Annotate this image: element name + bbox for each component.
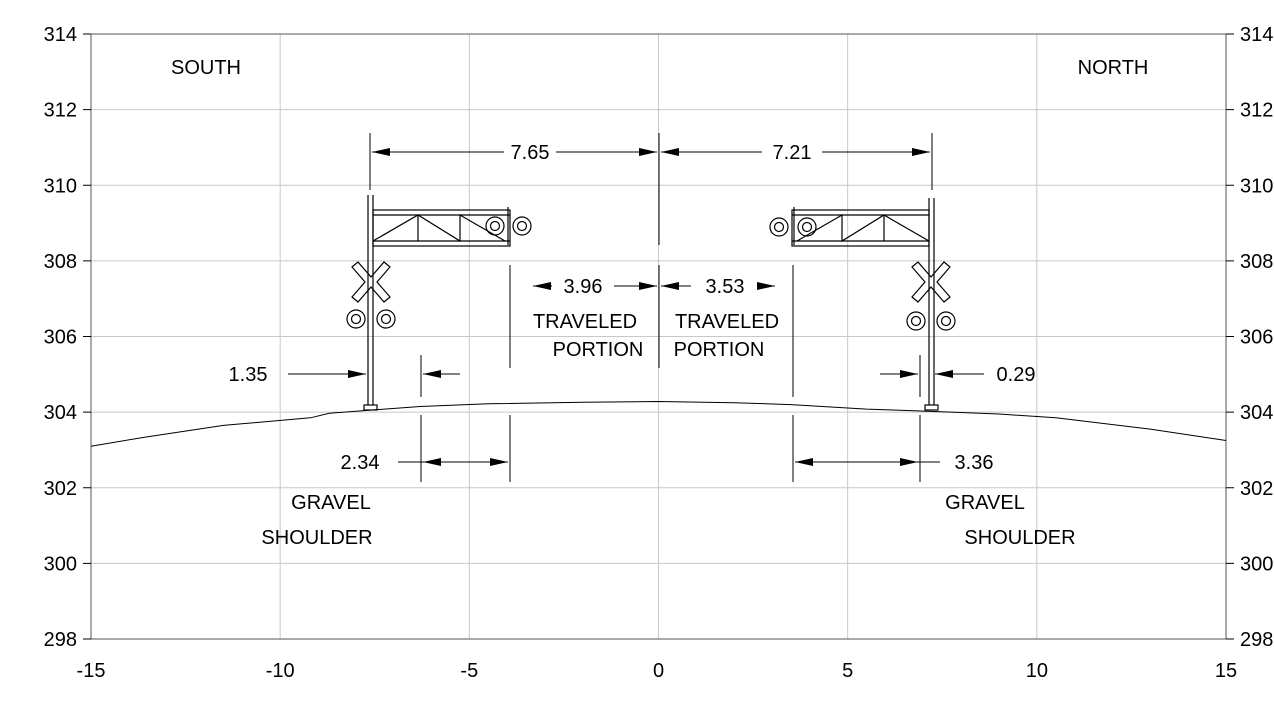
label-traveled-right-1: TRAVELED (675, 311, 779, 333)
y-tick-label-left: 300 (44, 553, 77, 575)
x-tick-label: -15 (77, 660, 106, 682)
gate-light-north-1-lens (773, 221, 785, 233)
dim-center-to-mast-right: 7.21 (661, 133, 933, 190)
crossbuck-north (911, 261, 951, 303)
y-tick-label-right: 310 (1240, 175, 1273, 197)
y-tick-label-right: 308 (1240, 251, 1273, 273)
dim-label-0-29: 0.29 (997, 364, 1036, 386)
dim-label-2-34: 2.34 (341, 452, 380, 474)
y-tick-label-right: 304 (1240, 402, 1273, 424)
y-tick-label-right: 314 (1240, 24, 1273, 46)
dim-mast-left-to-center: 7.65 (369, 133, 660, 245)
x-tick-label: 10 (1026, 660, 1048, 682)
dim-label-3-36: 3.36 (955, 452, 994, 474)
y-tick-label-right: 298 (1240, 629, 1273, 651)
gate-light-north-2 (797, 217, 817, 237)
gate-arm-south (372, 209, 511, 247)
mast-base-south (363, 404, 378, 411)
label-traveled-right-2: PORTION (674, 339, 765, 361)
y-tick-label-left: 306 (44, 327, 77, 349)
label-south: SOUTH (171, 57, 241, 79)
label-gravel-right-1: GRAVEL (945, 492, 1025, 514)
flasher-south-1 (346, 309, 366, 329)
x-tick-label: -5 (460, 660, 478, 682)
gate-light-south-1-lens (489, 220, 501, 232)
mast-base-north (924, 404, 939, 411)
label-gravel-right-2: SHOULDER (964, 527, 1075, 549)
dim-label-1-35: 1.35 (229, 364, 268, 386)
gate-light-north-1 (769, 217, 789, 237)
x-tick-label: -10 (266, 660, 295, 682)
y-tick-label-left: 312 (44, 100, 77, 122)
dim-traveled-portion: 3.96 3.53 (509, 265, 794, 397)
y-tick-label-left: 310 (44, 175, 77, 197)
y-tick-label-left: 304 (44, 402, 77, 424)
flasher-north-2-lens (940, 315, 952, 327)
dim-mast-offsets: 1.35 0.29 (229, 355, 1036, 397)
label-gravel-left-1: GRAVEL (291, 492, 371, 514)
label-traveled-left-2: PORTION (553, 339, 644, 361)
crossbuck-south (351, 261, 391, 303)
gate-light-south-2 (512, 216, 532, 236)
x-tick-label: 5 (842, 660, 853, 682)
x-tick-label: 0 (653, 660, 664, 682)
flasher-south-2-lens (380, 313, 392, 325)
dim-gravel-shoulders: 2.34 3.36 (341, 415, 994, 482)
ground-profile-line (90, 400, 1227, 447)
dim-label-7-65: 7.65 (511, 142, 550, 164)
gate-light-south-1 (485, 216, 505, 236)
dim-label-3-53: 3.53 (706, 276, 745, 298)
label-gravel-left-2: SHOULDER (261, 527, 372, 549)
y-tick-label-left: 308 (44, 251, 77, 273)
gate-arm-south-truss (372, 213, 506, 243)
label-traveled-left-1: TRAVELED (533, 311, 637, 333)
y-tick-label-right: 312 (1240, 100, 1273, 122)
gate-arm-north (791, 209, 930, 247)
y-tick-label-right: 300 (1240, 553, 1273, 575)
dim-label-7-21: 7.21 (773, 142, 812, 164)
signal-mast-south (346, 195, 532, 411)
x-tick-label: 15 (1215, 660, 1237, 682)
y-tick-label-right: 306 (1240, 327, 1273, 349)
dim-label-3-96: 3.96 (564, 276, 603, 298)
gate-light-north-2-lens (801, 221, 813, 233)
label-north: NORTH (1078, 57, 1149, 79)
gate-arm-north-truss (796, 213, 930, 243)
y-tick-label-left: 302 (44, 478, 77, 500)
y-tick-label-right: 302 (1240, 478, 1273, 500)
flasher-south-2 (376, 309, 396, 329)
flasher-north-1-lens (910, 315, 922, 327)
flasher-north-1 (906, 311, 926, 331)
y-tick-label-left: 298 (44, 629, 77, 651)
gate-light-south-2-lens (516, 220, 528, 232)
flasher-north-2 (936, 311, 956, 331)
signal-mast-north (769, 198, 956, 411)
y-tick-label-left: 314 (44, 24, 77, 46)
flasher-south-1-lens (350, 313, 362, 325)
